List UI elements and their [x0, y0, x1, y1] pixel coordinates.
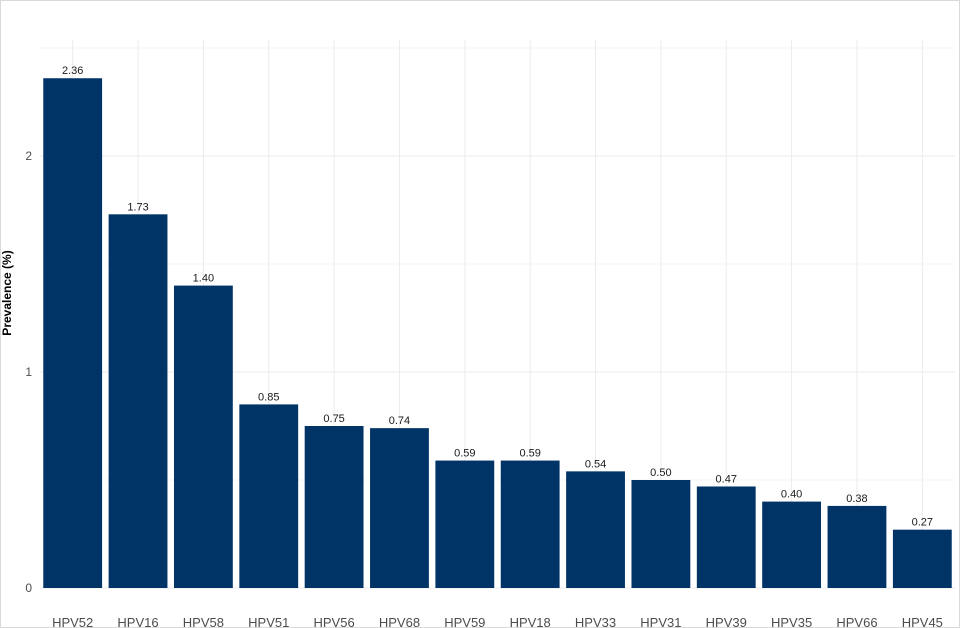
data-label: 0.50	[650, 467, 671, 479]
bar-hpv66	[827, 505, 887, 588]
data-label: 0.59	[454, 448, 475, 460]
bar-hpv39	[696, 486, 756, 588]
y-tick-label: 0	[25, 581, 32, 595]
x-axis-ticks: HPV52 HPV16 HPV58 HPV51 HPV56 HPV68 HPV59 HPV18…	[52, 615, 943, 628]
x-tick-label: HPV56	[314, 615, 355, 628]
bars	[43, 78, 952, 589]
data-label: 0.47	[716, 473, 737, 485]
x-tick-label: HPV35	[771, 615, 812, 628]
x-tick-label: HPV18	[510, 615, 551, 628]
y-tick-label: 2	[25, 149, 32, 163]
data-label: 0.40	[781, 489, 802, 501]
x-tick-label: HPV66	[836, 615, 877, 628]
data-label: 0.74	[389, 415, 410, 427]
bar-hpv59	[435, 460, 495, 588]
data-label: 0.54	[585, 458, 606, 470]
y-tick-label: 1	[25, 365, 32, 379]
bar-hpv16	[108, 214, 168, 588]
x-tick-label: HPV45	[902, 615, 943, 628]
data-label: 0.59	[519, 448, 540, 460]
bar-hpv68	[370, 428, 429, 588]
x-tick-label: HPV16	[117, 615, 158, 628]
x-tick-label: HPV33	[575, 615, 616, 628]
bar-hpv35	[762, 501, 822, 588]
data-label: 2.36	[62, 65, 83, 77]
x-tick-label: HPV68	[379, 615, 420, 628]
data-label: 0.75	[323, 413, 344, 425]
data-label: 1.73	[127, 201, 148, 213]
y-axis-title: Prevalence (%)	[0, 250, 14, 335]
x-tick-label: HPV51	[248, 615, 289, 628]
data-label: 0.38	[846, 493, 867, 505]
bar-hpv56	[304, 426, 364, 588]
data-labels: 2.36 1.73 1.40 0.85 0.75 0.74 0.59 0.59 0.54 0.50…	[62, 65, 933, 528]
data-label: 1.40	[193, 273, 214, 285]
x-tick-label: HPV39	[706, 615, 747, 628]
x-tick-label: HPV59	[444, 615, 485, 628]
bar-hpv18	[500, 460, 560, 588]
bar-hpv51	[239, 404, 299, 588]
x-tick-label: HPV31	[640, 615, 681, 628]
data-label: 0.85	[258, 391, 279, 403]
bar-hpv52	[43, 78, 103, 589]
data-label: 0.27	[912, 517, 933, 529]
bar-hpv33	[566, 471, 625, 588]
bar-hpv58	[173, 285, 233, 588]
y-axis-ticks: 0 1 2	[25, 149, 32, 595]
x-tick-label: HPV58	[183, 615, 224, 628]
x-tick-label: HPV52	[52, 615, 93, 628]
bar-hpv45	[892, 529, 952, 588]
bar-hpv31	[631, 480, 691, 588]
